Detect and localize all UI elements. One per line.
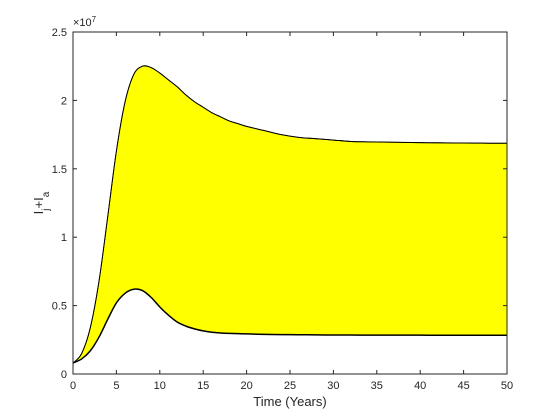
y-label-plus: +I <box>31 197 46 208</box>
x-tick-label: 5 <box>113 380 119 392</box>
series-lower-line <box>72 288 507 364</box>
series-upper-line <box>72 65 508 364</box>
series-band-fill <box>72 65 508 364</box>
y-tick-label: 0.5 <box>52 301 67 313</box>
x-tick-label: 40 <box>414 380 426 392</box>
y-exponent-base: ×10 <box>73 17 92 29</box>
y-tick-label: 1.5 <box>52 164 67 176</box>
x-axis-ticks: 0 5 10 15 20 25 30 35 40 45 50 <box>70 32 513 392</box>
y-tick-label: 0 <box>61 369 67 381</box>
y-axis-exponent: ×107 <box>73 15 97 30</box>
x-tick-label: 30 <box>327 380 339 392</box>
x-axis-label: Time (Years) <box>253 394 326 409</box>
y-tick-label: 1 <box>61 232 67 244</box>
y-label-main: I <box>31 211 46 215</box>
y-tick-label: 2.5 <box>52 27 67 39</box>
y-tick-label: 2 <box>61 95 67 107</box>
plot-area <box>72 65 508 364</box>
x-tick-label: 50 <box>501 380 513 392</box>
y-label-sub2: a <box>41 191 52 197</box>
x-tick-label: 15 <box>197 380 209 392</box>
y-axis-ticks: 0 0.5 1 1.5 2 2.5 <box>52 27 507 381</box>
x-tick-label: 35 <box>371 380 383 392</box>
x-tick-label: 10 <box>154 380 166 392</box>
x-tick-label: 45 <box>457 380 469 392</box>
y-exponent-power: 7 <box>92 15 97 24</box>
x-tick-label: 20 <box>240 380 252 392</box>
x-tick-label: 25 <box>284 380 296 392</box>
y-label-sub1: j <box>41 208 52 211</box>
x-tick-label: 0 <box>70 380 76 392</box>
y-axis-label: Ij+Ia <box>31 191 52 214</box>
